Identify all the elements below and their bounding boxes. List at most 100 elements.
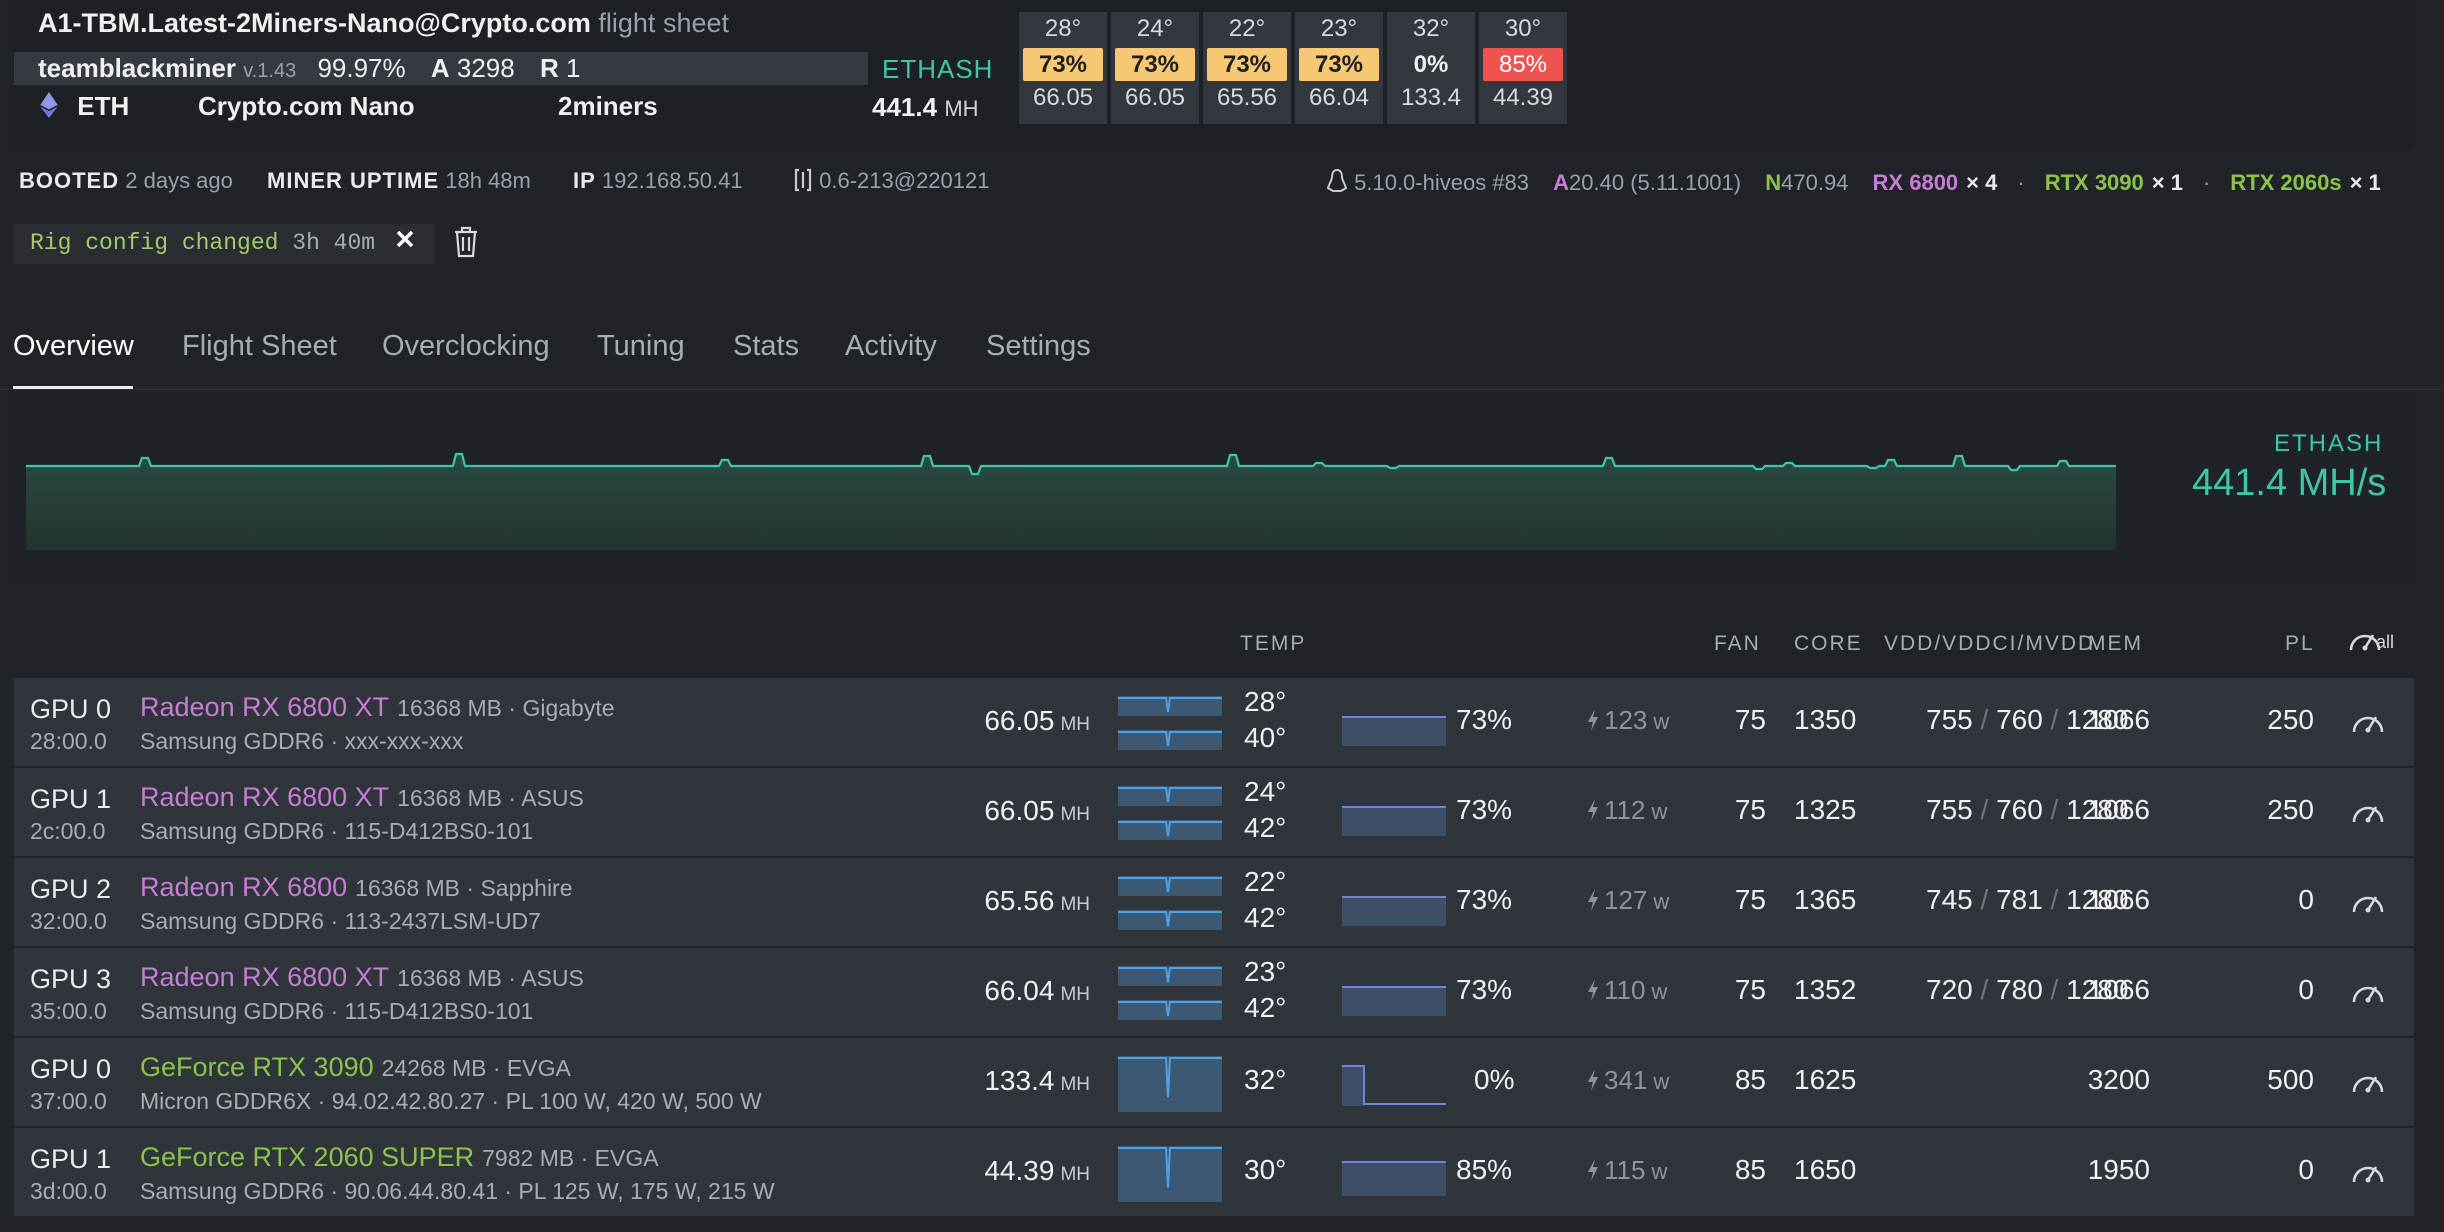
gpu-row[interactable]: GPU 1 3d:00.0 GeForce RTX 2060 SUPER 7982 M… [14,1128,2414,1216]
tune-gpu-icon[interactable] [2348,1158,2388,1188]
gpu-row[interactable]: GPU 2 32:00.0 Radeon RX 6800 16368 MB · Sap… [14,858,2414,946]
gpu-vdd: 745 [1926,884,1973,915]
tab-stats[interactable]: Stats [733,330,800,362]
rig-name[interactable]: A1-TBM.Latest-2Miners-Nano@Crypto.com [38,8,591,38]
gpu-group-model: RTX 3090 [2044,170,2144,195]
gpu-hashrate-unit: MH [1060,714,1090,735]
gpu-summary-col[interactable]: 23° 73% 66.04 [1295,12,1383,124]
trash-icon[interactable] [452,226,480,263]
gpu-summary-fan: 85% [1483,48,1563,81]
gpu-hashrate-unit: MH [1060,984,1090,1005]
gpu-bus: 28:00.0 [30,728,107,754]
gpu-model[interactable]: Radeon RX 6800 XT [140,782,390,812]
gpu-model[interactable]: GeForce RTX 2060 SUPER [140,1142,475,1172]
notice-text: Rig config changed 3h 40m [30,230,375,256]
total-hashrate: 441.4 MH [872,92,979,123]
gpu-core-clock: 1625 [1794,1064,1857,1095]
rig-title[interactable]: A1-TBM.Latest-2Miners-Nano@Crypto.com fl… [38,8,729,39]
gpu-vram: 16368 MB · ASUS [397,965,584,991]
gpu-model[interactable]: Radeon RX 6800 XT [140,692,390,722]
gpu-memory-info: Samsung GDDR6 · xxx-xxx-xxx [140,728,464,754]
gpu-fan-percent: 85% [1456,1154,1513,1185]
ip-value[interactable]: 192.168.50.41 [601,168,743,193]
tab-settings[interactable]: Settings [986,330,1091,362]
gpu-vdd: 755 [1926,794,1973,825]
gpu-summary-col[interactable]: 22° 73% 65.56 [1203,12,1291,124]
separator: · [2202,170,2211,195]
gpu-row[interactable]: GPU 0 37:00.0 GeForce RTX 3090 24268 MB · E… [14,1038,2414,1126]
chart-algo: ETHASH [2274,430,2384,457]
tune-gpu-icon[interactable] [2348,708,2388,738]
tab-tuning[interactable]: Tuning [597,330,685,362]
gpu-fan-setting: 75 [1734,704,1766,735]
gpu-power-value: 115 [1604,1155,1646,1185]
accepted-label: A [430,53,450,83]
tune-all-button[interactable]: all [2348,626,2394,661]
gpu-hashrate-sparkline [1118,966,1222,1020]
ip-info: IP 192.168.50.41 [573,168,743,194]
tab-activity[interactable]: Activity [845,330,937,362]
hashrate-chart[interactable] [26,440,2116,550]
gpu-summary-col[interactable]: 24° 73% 66.05 [1111,12,1199,124]
gpu-power: 110 w [1586,975,1667,1006]
tune-gpu-icon[interactable] [2348,978,2388,1008]
total-hashrate-unit: MH [944,96,979,121]
gpu-power-unit: w [1651,1159,1668,1184]
tune-all-label: all [2376,632,2395,652]
gpu-vddci: 760 [1996,794,2043,825]
gpu-power: 115 w [1586,1155,1667,1186]
gpu-row[interactable]: GPU 0 28:00.0 Radeon RX 6800 XT 16368 MB · … [14,678,2414,766]
gpu-model[interactable]: GeForce RTX 3090 [140,1052,374,1082]
gpu-group-count: × 4 [1966,170,1998,195]
gpu-power-value: 110 [1604,975,1646,1005]
col-mem: MEM [2088,632,2143,655]
gpu-core-clock: 1352 [1794,974,1857,1005]
gpu-power-limit: 0 [2298,974,2314,1005]
tune-gpu-icon[interactable] [2348,798,2388,828]
gpu-mem-temp: 42° [1244,902,1287,933]
gpu-core-clock: 1650 [1794,1154,1857,1185]
close-icon[interactable] [394,228,416,255]
gpu-fan-percent: 0% [1474,1064,1515,1095]
gpu-row[interactable]: GPU 1 2c:00.0 Radeon RX 6800 XT 16368 MB · … [14,768,2414,856]
nvidia-label: N [1765,170,1782,195]
tab-overclocking[interactable]: Overclocking [382,330,550,362]
miner-version: v.1.43 [243,60,297,82]
rejected-label: R [539,53,559,83]
gpu-fan-setting: 75 [1734,794,1766,825]
version-info: 0.6-213@220121 [793,168,990,194]
gpu-mem-clock: 1066 [2087,884,2150,915]
voltage-separator: / [2042,794,2067,825]
tune-gpu-icon[interactable] [2348,888,2388,918]
voltage-separator: / [1972,704,1997,735]
gpu-row[interactable]: GPU 3 35:00.0 Radeon RX 6800 XT 16368 MB · … [14,948,2414,1036]
booted-info: BOOTED 2 days ago [19,168,233,194]
gpu-hashrate-value: 133.4 [984,1065,1055,1096]
gpu-model[interactable]: Radeon RX 6800 [140,872,348,902]
gpu-model[interactable]: Radeon RX 6800 XT [140,962,390,992]
gpu-bus: 32:00.0 [30,908,107,934]
gpu-power: 341 w [1586,1065,1669,1096]
tab-flight-sheet[interactable]: Flight Sheet [182,330,337,362]
gpu-power-limit: 0 [2298,1154,2314,1185]
gpu-power: 127 w [1586,885,1669,916]
gpu-summary-col[interactable]: 32° 0% 133.4 [1387,12,1475,124]
gpu-summary-col[interactable]: 28° 73% 66.05 [1019,12,1107,124]
uptime-label: MINER UPTIME [267,168,440,193]
gpu-memory-info: Samsung GDDR6 · 90.06.44.80.41 · PL 125 … [140,1178,775,1204]
gpu-summary-fan: 73% [1207,48,1287,81]
gpu-hashrate: 133.4 MH [950,1065,1090,1097]
power-icon [1588,1069,1598,1091]
gpu-mem-clock: 1066 [2087,794,2150,825]
gpu-fan-graph [1342,716,1446,746]
gpu-model-line: Radeon RX 6800 XT 16368 MB · ASUS [140,962,584,993]
gpu-power-limit: 250 [2267,794,2314,825]
gpu-hashrate-sparkline [1118,696,1222,750]
gpu-core-temp: 23° [1244,956,1287,987]
tab-overview[interactable]: Overview [13,330,134,362]
algo-label: ETHASH [882,54,994,84]
gpu-model-line: Radeon RX 6800 XT 16368 MB · Gigabyte [140,692,615,723]
gpu-summary-col[interactable]: 30° 85% 44.39 [1479,12,1567,124]
uptime-value: 18h 48m [445,168,531,193]
tune-gpu-icon[interactable] [2348,1068,2388,1098]
